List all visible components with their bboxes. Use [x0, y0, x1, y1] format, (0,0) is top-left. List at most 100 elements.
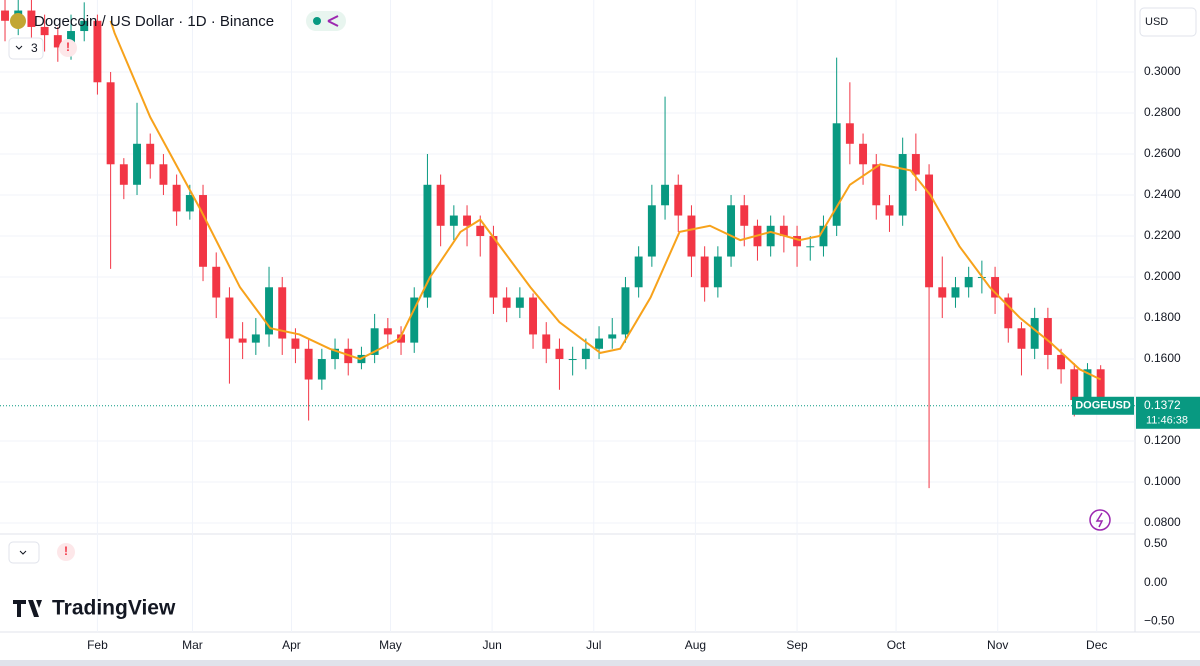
candle-body [700, 256, 709, 288]
candle-body [1030, 318, 1039, 349]
countdown: 11:46:38 [1146, 415, 1188, 427]
candle-body [463, 215, 472, 226]
x-tick-label: Mar [182, 638, 203, 652]
warning-icon[interactable] [59, 39, 77, 57]
candle-body [938, 287, 947, 298]
candle-body [806, 246, 815, 248]
candle-body [1017, 328, 1026, 349]
status-dot [313, 17, 321, 25]
y-tick-label: 0.2200 [1144, 228, 1181, 242]
price-tag [1136, 396, 1200, 429]
x-tick-label: Sep [786, 638, 808, 652]
candle-body [951, 287, 960, 298]
bolt [1095, 512, 1104, 528]
x-tick-label: Apr [282, 638, 301, 652]
candle-body [1096, 369, 1105, 406]
x-tick-label: Feb [87, 638, 108, 652]
warning-mark: ! [64, 544, 68, 558]
candle-body [119, 164, 128, 185]
x-tick-label: Dec [1086, 638, 1107, 652]
warning-mark: ! [66, 40, 70, 54]
candle-body [515, 297, 524, 308]
candle-body [885, 205, 894, 216]
candle-body [370, 328, 379, 355]
status-badge[interactable] [306, 11, 346, 31]
candle-body [238, 338, 247, 343]
candle-body [555, 348, 564, 360]
candle-body [581, 348, 590, 360]
warning-icon[interactable] [57, 543, 75, 561]
y-tick-label: 0.1800 [1144, 310, 1181, 324]
chevron [19, 550, 27, 555]
candle-body [199, 195, 207, 267]
candle-body [1004, 297, 1013, 329]
candle-body [80, 20, 89, 32]
indicator-toggle[interactable] [8, 37, 44, 60]
y-tick-label: 0.1000 [1144, 474, 1181, 488]
x-tick-label: Jul [586, 638, 601, 652]
candle-body [40, 26, 49, 36]
candle-body [779, 225, 788, 237]
candle-body [185, 195, 194, 212]
candle-body [304, 348, 313, 380]
candle-body [317, 359, 326, 380]
candle-body [291, 338, 300, 349]
currency: USD [1145, 16, 1168, 28]
candle-body [859, 143, 868, 165]
candle-body [53, 35, 62, 48]
candle-body [634, 256, 643, 288]
assistant-icon[interactable] [1089, 509, 1111, 531]
currency-button[interactable] [1139, 7, 1197, 37]
x-tick-label: Jun [482, 638, 501, 652]
candle-body [832, 123, 841, 226]
x-tick-label: Nov [987, 638, 1008, 652]
last-price-label: 0.1372 [1144, 398, 1181, 412]
candle-body [225, 297, 234, 339]
pane-tick-label: 0.00 [1144, 575, 1168, 589]
symbol-tag [1072, 396, 1134, 415]
candle-body [1043, 318, 1052, 355]
candle-body [595, 338, 604, 349]
candle-body [331, 348, 339, 360]
brand-name: TradingView [52, 597, 176, 620]
candle-body [278, 287, 287, 339]
candle-body [674, 184, 683, 216]
candle-body [529, 297, 538, 335]
brand-logo [13, 600, 42, 617]
symbol-label: DOGEUSD [1075, 400, 1131, 412]
candle-body [621, 287, 630, 335]
candle-body [727, 205, 736, 257]
candle-body [93, 20, 102, 83]
candle-body [476, 225, 485, 237]
candle-body [542, 334, 551, 349]
y-tick-label: 0.3000 [1144, 64, 1181, 78]
candle-body [608, 334, 617, 339]
y-tick-label: 0.1200 [1144, 433, 1181, 447]
share-icon [327, 15, 339, 27]
bottom-border [0, 660, 1200, 666]
candle-body [647, 205, 656, 257]
x-tick-label: Oct [887, 638, 906, 652]
candle-body [911, 154, 920, 175]
candle-body [265, 287, 273, 335]
candle-body [489, 236, 498, 298]
candle-body [661, 184, 670, 206]
candle-body [740, 205, 749, 226]
y-tick-label: 0.2600 [1144, 146, 1181, 160]
candle-body [423, 184, 432, 298]
chevron [15, 45, 23, 50]
candle-body [67, 31, 75, 48]
candle-body [27, 10, 36, 27]
candle-body [1070, 369, 1079, 401]
candle-body [766, 225, 775, 247]
y-tick-label: 0.2400 [1144, 187, 1181, 201]
candle-body [449, 215, 458, 226]
moving-average [109, 20, 1102, 381]
chart-title: Dogecoin / US Dollar · 1D · Binance [34, 13, 274, 30]
pane-tick-label: −0.50 [1144, 613, 1175, 627]
pane-tick-label: 0.50 [1144, 536, 1168, 550]
candle-body [687, 215, 696, 257]
coin-icon [10, 13, 26, 29]
